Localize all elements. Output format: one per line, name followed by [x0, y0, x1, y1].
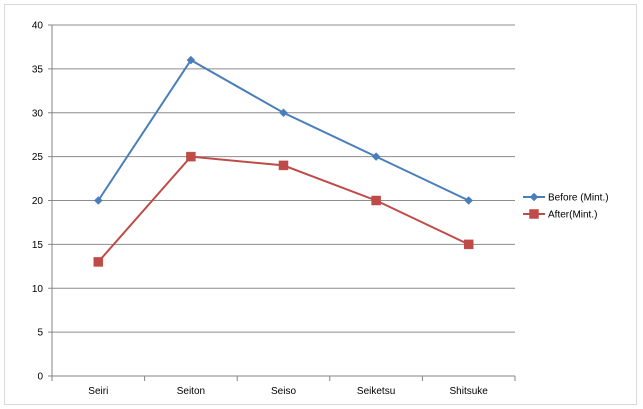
- gridlines: [52, 24, 515, 333]
- y-tick-label: 0: [37, 372, 43, 383]
- legend-entry-after[interactable]: After(Mint.): [523, 209, 597, 221]
- series-after-point-shitsuke: [463, 239, 474, 250]
- axes: [48, 24, 516, 381]
- series-before-point-shitsuke: [464, 196, 474, 205]
- y-tick-label: 20: [32, 196, 44, 207]
- x-tick-label-seiso: Seiso: [271, 386, 296, 397]
- legend-entry-after-swatch-marker: [529, 209, 539, 219]
- y-tick-label: 5: [37, 328, 43, 339]
- series-before-point-seiton: [186, 55, 196, 65]
- series-before-point-seiso: [279, 108, 288, 118]
- line-chart: 0 5 10 15 20 25 30 35 40 Seiri Seiton Seiso Seikets…: [32, 21, 609, 398]
- legend[interactable]: Before (Mint.) After(Mint.): [523, 193, 609, 221]
- legend-entry-before-swatch-marker: [529, 192, 539, 202]
- y-tick-label: 15: [32, 240, 44, 251]
- y-axis-tick-labels: 0 5 10 15 20 25 30 35 40: [32, 21, 44, 383]
- series-before-line: [97, 58, 470, 202]
- x-tick-label-seiri: Seiri: [88, 386, 108, 397]
- y-tick-label: 10: [32, 284, 44, 295]
- y-tick-label: 35: [32, 64, 44, 75]
- series: [93, 55, 474, 267]
- x-tick-label-seiketsu: Seiketsu: [357, 386, 395, 397]
- y-tick-label: 30: [32, 108, 44, 119]
- y-tick-label: 25: [32, 152, 44, 163]
- series-before-point-seiri: [93, 196, 103, 205]
- series-after-point-seiri: [93, 257, 104, 267]
- x-tick-label-shitsuke: Shitsuke: [450, 386, 489, 397]
- series-after-point-seiketsu: [371, 195, 381, 206]
- chart-frame: 0 5 10 15 20 25 30 35 40 Seiri Seiton Seiso Seikets…: [4, 4, 637, 405]
- x-axis-tick-labels: Seiri Seiton Seiso Seiketsu Shitsuke: [88, 386, 488, 397]
- series-after-line: [97, 155, 470, 263]
- legend-entry-before[interactable]: Before (Mint.): [523, 193, 609, 204]
- series-after: [93, 151, 474, 267]
- series-after-point-seiton: [186, 151, 196, 162]
- series-before-point-seiketsu: [371, 152, 381, 161]
- y-tick-label: 40: [32, 21, 44, 32]
- x-tick-label-seiton: Seiton: [177, 386, 205, 397]
- series-before: [93, 55, 474, 205]
- legend-entry-after-label: After(Mint.): [548, 210, 597, 221]
- legend-entry-before-label: Before (Mint.): [548, 193, 609, 204]
- series-after-point-seiso: [278, 160, 289, 171]
